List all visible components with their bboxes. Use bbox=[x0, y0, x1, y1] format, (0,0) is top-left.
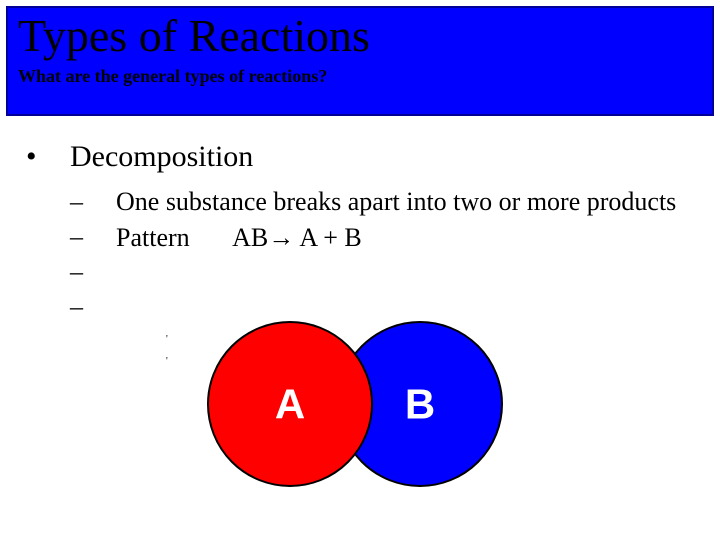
header-box: Types of Reactions What are the general … bbox=[6, 6, 714, 116]
equation-text: A + B bbox=[294, 223, 361, 252]
bullet-mark: • bbox=[20, 140, 70, 174]
dash-mark: – bbox=[70, 186, 116, 219]
label-a: A bbox=[275, 381, 305, 428]
page-subtitle: What are the general types of reactions? bbox=[18, 66, 702, 87]
bullet-item: • Decomposition bbox=[20, 140, 700, 174]
sub-text bbox=[116, 256, 700, 289]
dash-mark: – bbox=[70, 256, 116, 289]
pattern-label: Pattern bbox=[116, 223, 190, 252]
sub-item: – bbox=[70, 256, 700, 289]
sub-text-pattern: Pattern AB→ A + B bbox=[116, 221, 700, 255]
sub-item: – Pattern AB→ A + B bbox=[70, 221, 700, 255]
pattern-equation: AB→ A + B bbox=[232, 221, 362, 255]
arrow-icon: → bbox=[268, 222, 294, 252]
sub-text: One substance breaks apart into two or m… bbox=[116, 186, 700, 219]
dash-mark: – bbox=[70, 221, 116, 255]
bullet-text: Decomposition bbox=[70, 140, 700, 174]
dash-mark: – bbox=[70, 291, 116, 324]
page-title: Types of Reactions bbox=[18, 12, 702, 60]
sub-item: – One substance breaks apart into two or… bbox=[70, 186, 700, 219]
molecule-diagram: A B bbox=[200, 314, 510, 494]
label-b: B bbox=[405, 381, 435, 428]
equation-text: AB bbox=[232, 223, 268, 252]
